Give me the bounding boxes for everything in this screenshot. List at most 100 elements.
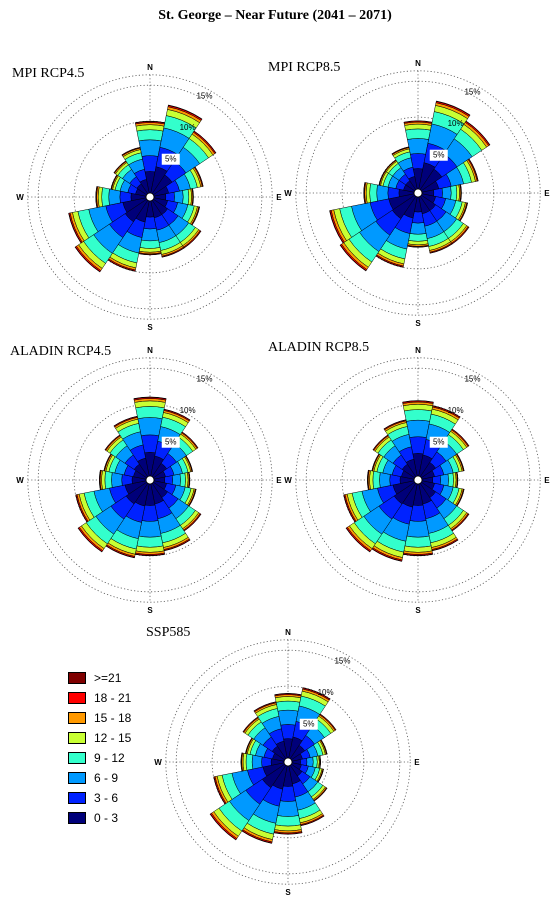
petal-e-bin-2 (171, 473, 181, 487)
legend-label: 0 - 3 (94, 811, 119, 825)
petal-w-bin-7 (367, 469, 369, 491)
cardinal-label: N (147, 346, 153, 355)
petal-w-bin-2 (251, 754, 263, 770)
windrose-mpi-rcp45: 5% 10% 15% N S E W (16, 63, 282, 332)
petal-s-bin-3 (275, 815, 301, 827)
outer-ring (27, 357, 273, 603)
petal-sse-bin-7 (429, 243, 453, 254)
cardinal-label: E (544, 189, 550, 198)
petal-sw-bin-7 (74, 246, 101, 273)
petal-e-bin-3 (447, 472, 454, 488)
petal-ne-bin-7 (451, 428, 470, 447)
legend-swatch (68, 752, 86, 764)
petal-s-bin-3 (404, 535, 432, 548)
petal-w-bin-2 (376, 184, 389, 202)
petal-n-bin-2 (406, 419, 430, 438)
legend-item: 9 - 12 (68, 748, 138, 768)
petal-ene-bin-7 (185, 455, 193, 472)
petal-w-bin-2 (111, 472, 123, 488)
outer-ring (295, 357, 541, 603)
legend-item: >=21 (68, 668, 138, 688)
legend-swatch (68, 672, 86, 684)
petal-s-bin-3 (408, 233, 428, 242)
legend-swatch (68, 712, 86, 724)
figure-title: St. George – Near Future (2041 – 2071) (158, 8, 392, 23)
ring-label: 10% (318, 688, 334, 697)
cardinal-label: E (544, 476, 550, 485)
legend-label: >=21 (94, 671, 122, 685)
windrose-ssp585: 5% 10% 15% N S E W (154, 628, 420, 897)
petal-e-bin-3 (182, 189, 190, 205)
petal-n-bin-3 (275, 700, 301, 712)
ring-label: 5% (433, 151, 445, 160)
petal-nnw-bin-7 (121, 146, 141, 156)
cardinal-label: S (415, 319, 421, 328)
petal-nne-bin-7 (435, 100, 471, 116)
legend-item: 0 - 3 (68, 808, 138, 828)
petal-e-bin-2 (173, 190, 184, 204)
petal-wsw-bin-7 (343, 494, 356, 523)
petal-n-bin-3 (136, 129, 164, 142)
petal-n-bin-2 (137, 417, 163, 437)
legend-item: 15 - 18 (68, 708, 138, 728)
outer-ring (165, 639, 411, 885)
petal-s-bin-3 (136, 535, 164, 548)
panel-title-mpi-rcp85: MPI RCP8.5 (268, 60, 341, 75)
petal-n-bin-3 (405, 128, 431, 140)
petal-nnw-bin-7 (253, 701, 277, 712)
petal-wsw-bin-7 (329, 210, 344, 244)
petal-ne-bin-7 (319, 713, 337, 731)
panel-title-ssp585: SSP585 (146, 625, 191, 640)
petal-nnw-bin-7 (113, 415, 138, 427)
cardinal-label: S (415, 606, 421, 615)
cardinal-label: S (285, 888, 291, 897)
petal-w-bin-7 (95, 186, 98, 208)
cardinal-label: S (147, 606, 153, 615)
cardinal-label: W (16, 476, 24, 485)
windrose-mpi-rcp85: 5% 10% 15% N S E W (284, 59, 550, 328)
legend-swatch (68, 692, 86, 704)
petal-w-bin-3 (245, 753, 254, 771)
ring-label: 10% (448, 119, 464, 128)
ring-label-bg (299, 718, 318, 730)
cardinal-label: N (285, 628, 291, 637)
cardinal-label: N (147, 63, 153, 72)
legend-item: 3 - 6 (68, 788, 138, 808)
petal-ne-bin-7 (193, 130, 217, 154)
ring-label: 5% (433, 438, 445, 447)
ring-label: 15% (464, 374, 480, 383)
legend-swatch (68, 792, 86, 804)
ring-label: 15% (196, 91, 212, 100)
panel-title-aladin-rcp45: ALADIN RCP4.5 (10, 344, 112, 359)
petal-nne-bin-7 (163, 408, 191, 421)
ring-label: 15% (464, 87, 480, 96)
petal-w-bin-3 (104, 470, 113, 490)
petal-sw-bin-7 (209, 813, 237, 841)
petal-n-bin-7 (402, 400, 434, 403)
petal-nne-bin-7 (302, 687, 331, 700)
petal-s-bin-3 (139, 239, 161, 249)
legend-label: 9 - 12 (94, 751, 125, 765)
petal-nnw-bin-7 (391, 146, 410, 155)
petal-e-bin-2 (306, 756, 314, 768)
petal-n-bin-2 (277, 709, 299, 726)
cardinal-label: W (16, 193, 24, 202)
legend-item: 12 - 15 (68, 728, 138, 748)
petal-w-bin-3 (101, 187, 110, 207)
petal-sw-bin-7 (345, 527, 371, 553)
ring-label: 5% (303, 720, 315, 729)
petal-ene-bin-7 (468, 158, 479, 182)
petal-wsw-bin-7 (75, 494, 88, 523)
petal-w-bin-7 (99, 469, 101, 491)
legend-item: 6 - 9 (68, 768, 138, 788)
petal-ene-bin-7 (320, 739, 328, 755)
legend-swatch (68, 772, 86, 784)
petal-ene-bin-7 (194, 166, 204, 187)
ring-label: 15% (196, 374, 212, 383)
cardinal-label: W (284, 476, 292, 485)
calm-center (283, 757, 293, 767)
windrose-aladin-rcp45: 5% 10% 15% N S E W (16, 346, 282, 615)
legend-label: 15 - 18 (94, 711, 132, 725)
cardinal-label: E (414, 758, 420, 767)
cardinal-label: N (415, 59, 421, 68)
